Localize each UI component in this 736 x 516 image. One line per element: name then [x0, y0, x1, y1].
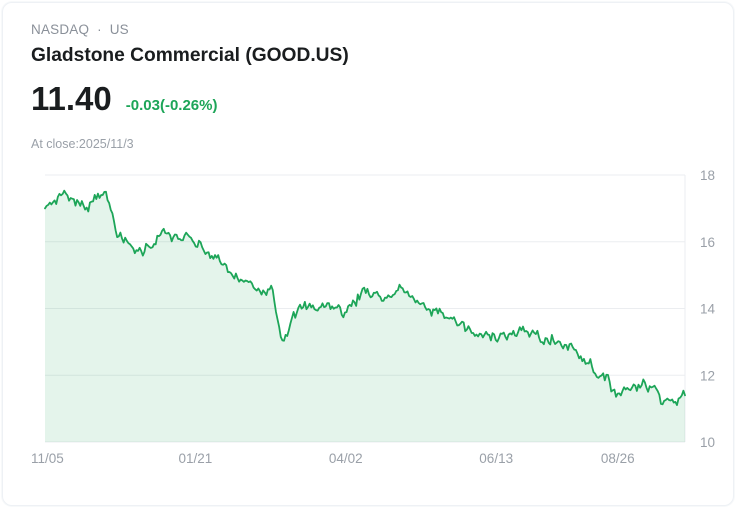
svg-text:08/26: 08/26 — [601, 451, 635, 466]
svg-text:16: 16 — [700, 235, 715, 250]
svg-text:01/21: 01/21 — [179, 451, 213, 466]
svg-text:11/05: 11/05 — [31, 451, 64, 466]
svg-text:18: 18 — [700, 168, 715, 183]
svg-text:12: 12 — [700, 368, 715, 383]
svg-text:10: 10 — [700, 435, 715, 450]
svg-text:06/13: 06/13 — [479, 451, 513, 466]
svg-text:14: 14 — [700, 302, 716, 317]
svg-text:04/02: 04/02 — [329, 451, 363, 466]
